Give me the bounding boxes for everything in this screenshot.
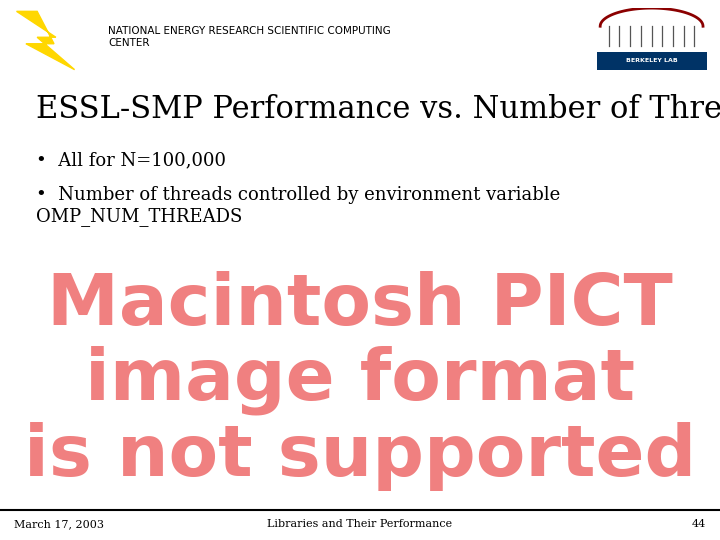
Text: Libraries and Their Performance: Libraries and Their Performance (267, 519, 453, 529)
Text: is not supported: is not supported (24, 422, 696, 491)
Bar (596, 51, 706, 70)
Text: •  Number of threads controlled by environment variable
OMP_NUM_THREADS: • Number of threads controlled by enviro… (36, 186, 560, 226)
Text: image format: image format (85, 346, 635, 415)
Text: Macintosh PICT: Macintosh PICT (47, 271, 673, 340)
Text: ESSL-SMP Performance vs. Number of Threads: ESSL-SMP Performance vs. Number of Threa… (36, 94, 720, 125)
Polygon shape (17, 11, 75, 70)
Text: 44: 44 (691, 519, 706, 529)
Text: •  All for N=100,000: • All for N=100,000 (36, 151, 226, 169)
Text: ERSC: ERSC (63, 34, 92, 44)
Text: March 17, 2003: March 17, 2003 (14, 519, 104, 529)
Text: NATIONAL ENERGY RESEARCH SCIENTIFIC COMPUTING
CENTER: NATIONAL ENERGY RESEARCH SCIENTIFIC COMP… (108, 26, 391, 48)
Text: BERKELEY LAB: BERKELEY LAB (626, 58, 678, 63)
